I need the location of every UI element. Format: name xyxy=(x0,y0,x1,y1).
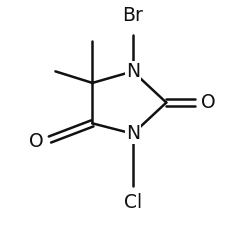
Text: N: N xyxy=(126,62,140,81)
Text: Br: Br xyxy=(122,6,143,25)
Text: Cl: Cl xyxy=(124,193,142,212)
Text: O: O xyxy=(201,93,216,112)
Text: N: N xyxy=(126,124,140,143)
Text: O: O xyxy=(29,132,44,151)
